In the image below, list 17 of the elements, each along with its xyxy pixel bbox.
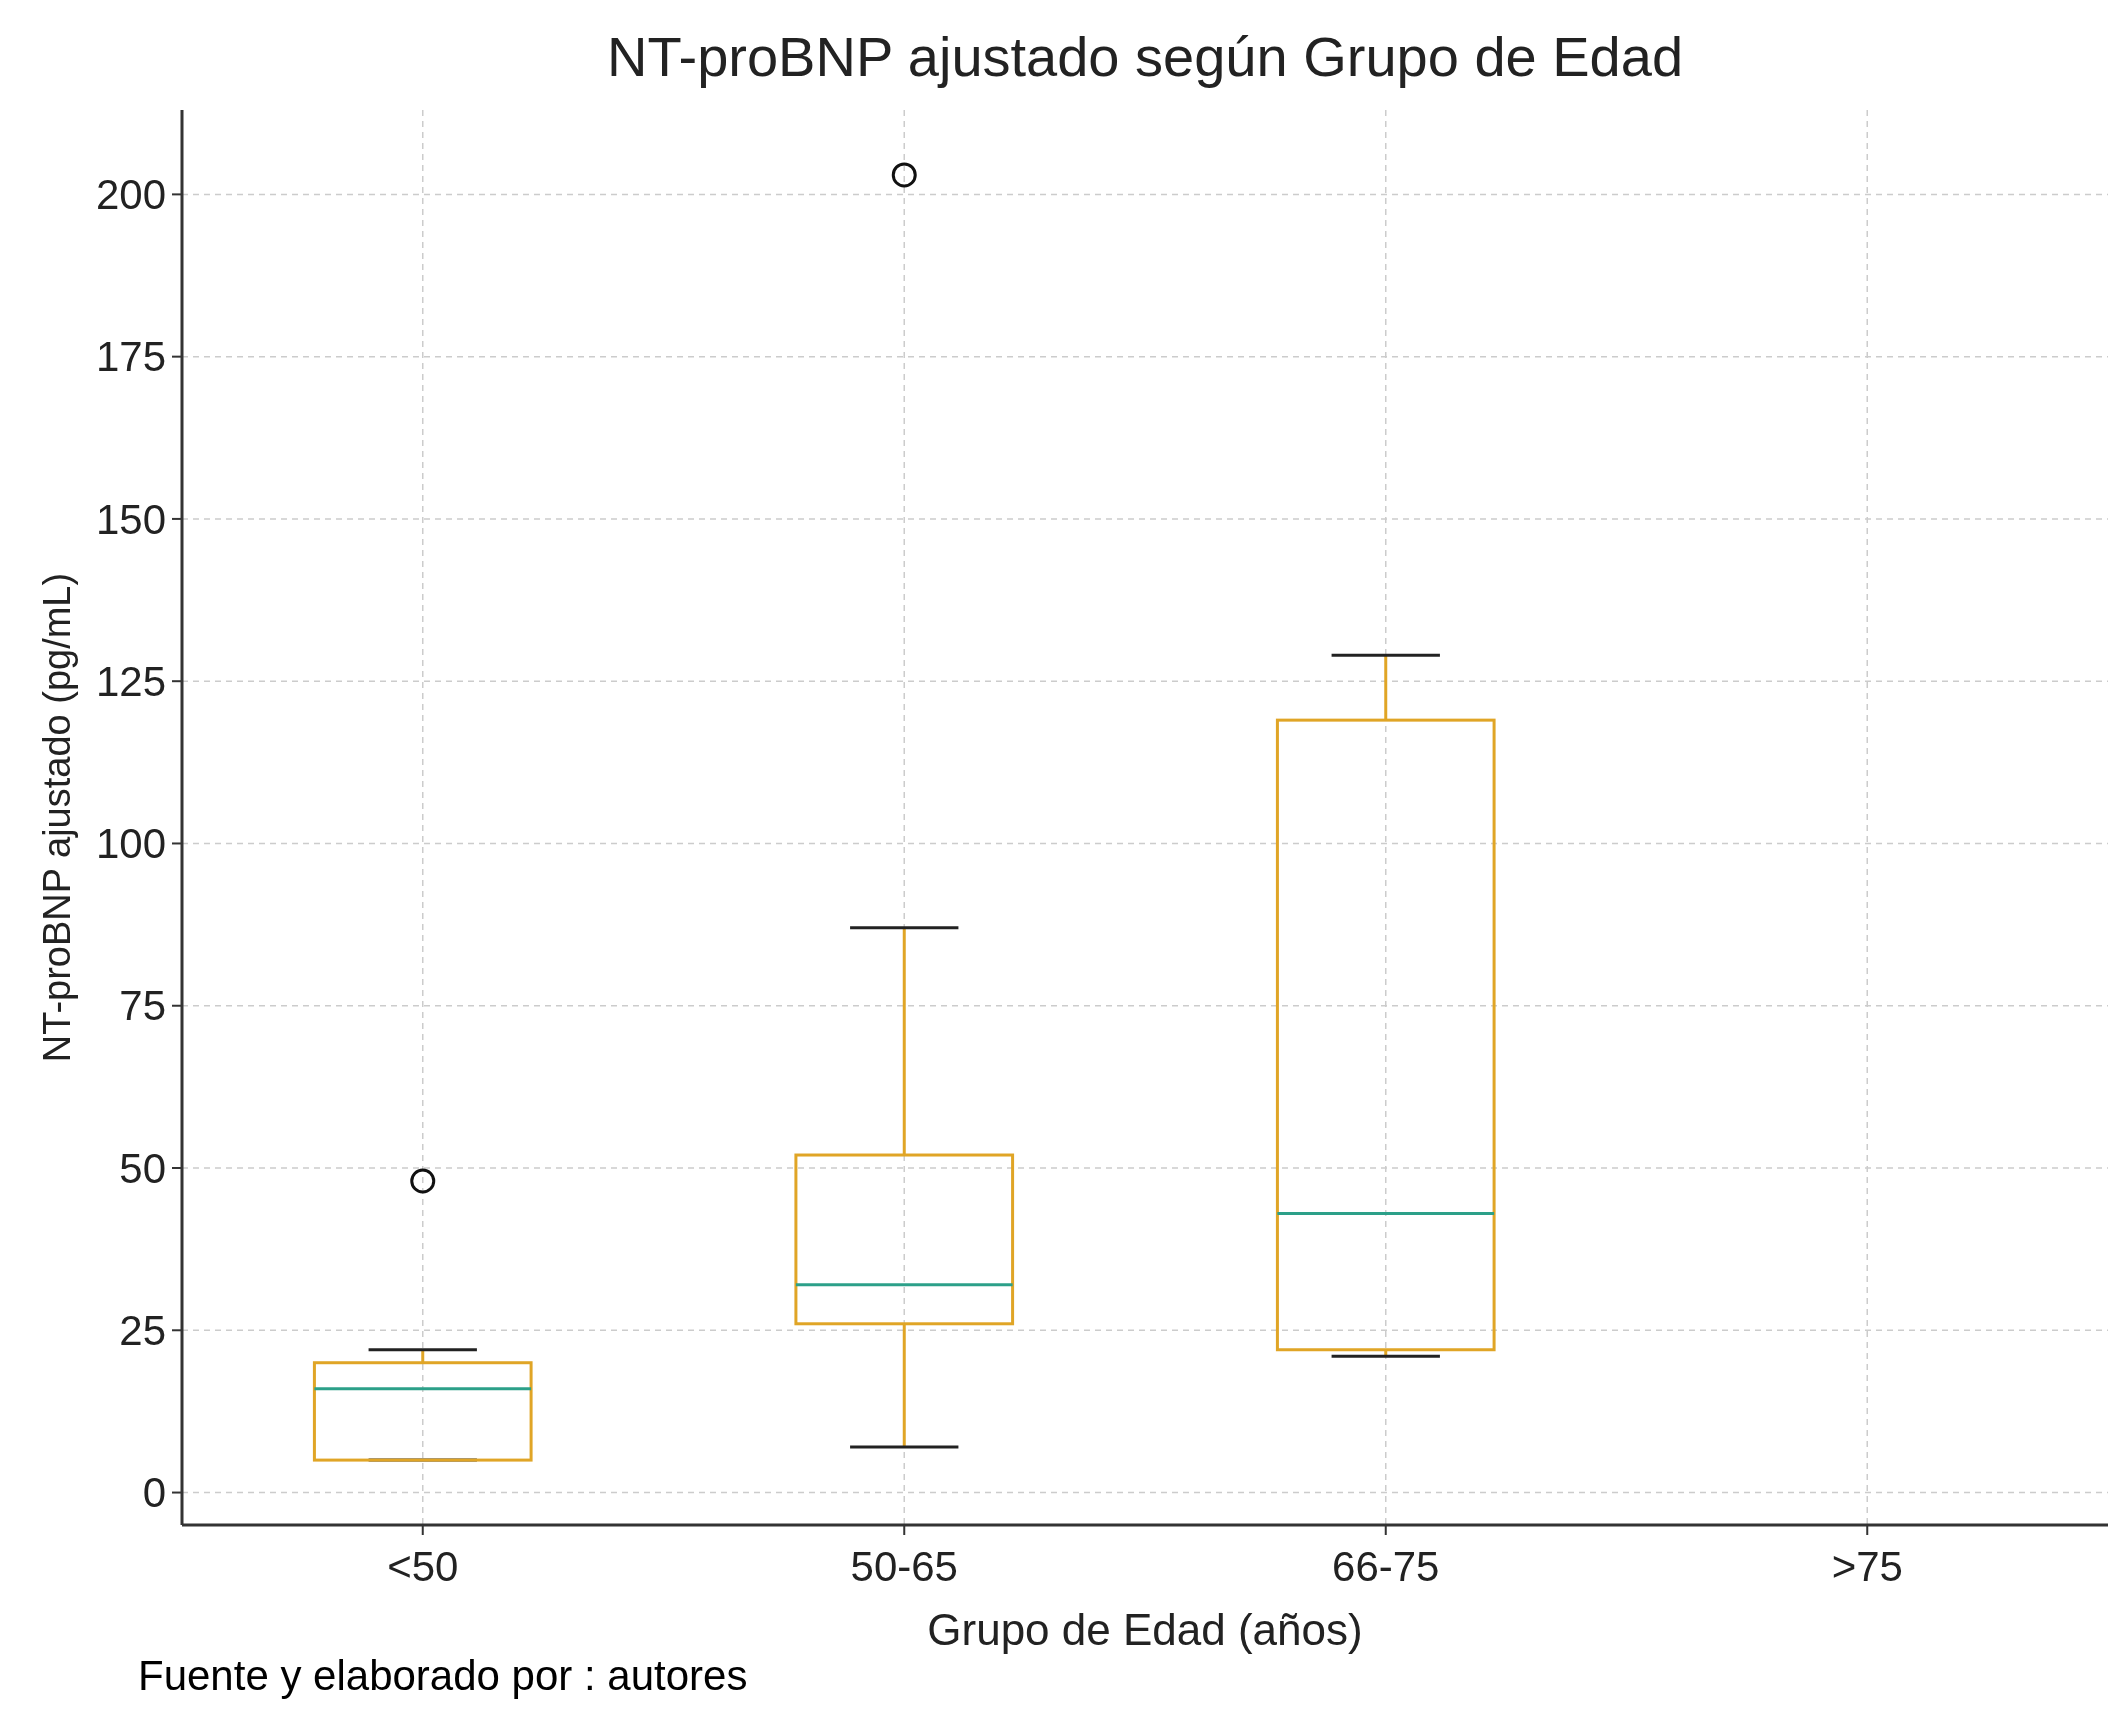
x-axis-title: Grupo de Edad (años)	[927, 1605, 1363, 1654]
y-tick-label: 150	[95, 495, 166, 543]
x-tick-label: >75	[1831, 1543, 1903, 1590]
y-tick-label: 200	[95, 171, 166, 219]
y-tick-label: 50	[119, 1144, 166, 1192]
y-tick-label: 175	[95, 333, 166, 381]
y-tick-label: 25	[119, 1306, 166, 1354]
y-axis-title: NT-proBNP ajustado (pg/mL)	[36, 572, 78, 1063]
chart-title: NT-proBNP ajustado según Grupo de Edad	[606, 25, 1684, 88]
y-tick-label: 0	[142, 1469, 166, 1517]
x-tick-label: 66-75	[1332, 1543, 1440, 1590]
x-tick-label: 50-65	[850, 1543, 958, 1590]
y-tick-label: 125	[95, 657, 166, 705]
y-tick-label: 75	[119, 982, 166, 1030]
x-tick-label: <50	[387, 1543, 459, 1590]
source-note: Fuente y elaborado por : autores	[138, 1652, 748, 1699]
y-tick-label: 100	[95, 820, 166, 868]
